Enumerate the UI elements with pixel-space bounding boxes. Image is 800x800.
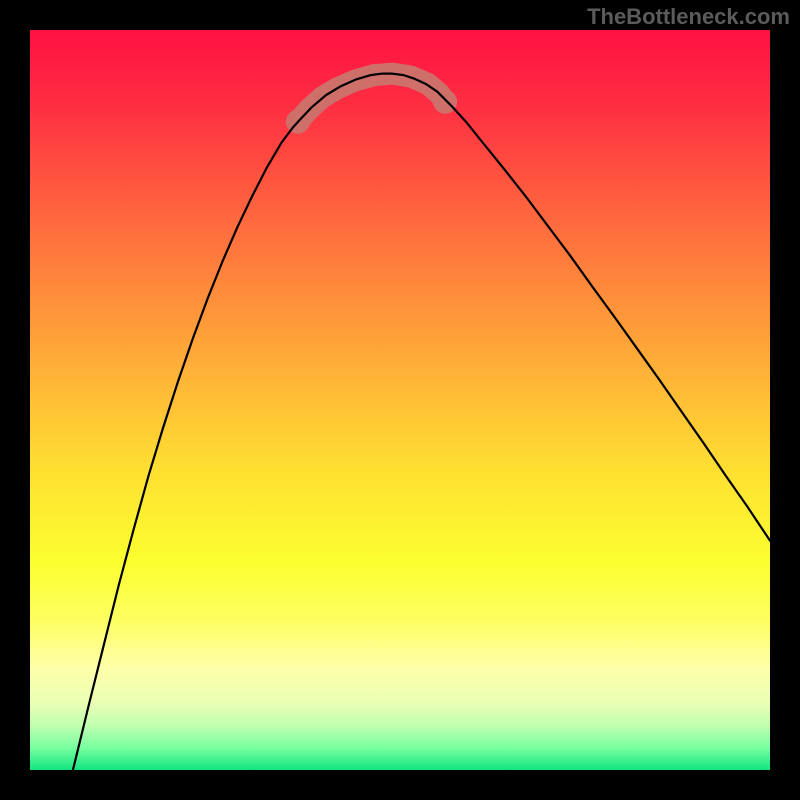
chart-frame: TheBottleneck.com [0, 0, 800, 800]
plot-area [30, 30, 770, 770]
watermark-text: TheBottleneck.com [587, 4, 790, 30]
background-gradient [30, 30, 770, 770]
